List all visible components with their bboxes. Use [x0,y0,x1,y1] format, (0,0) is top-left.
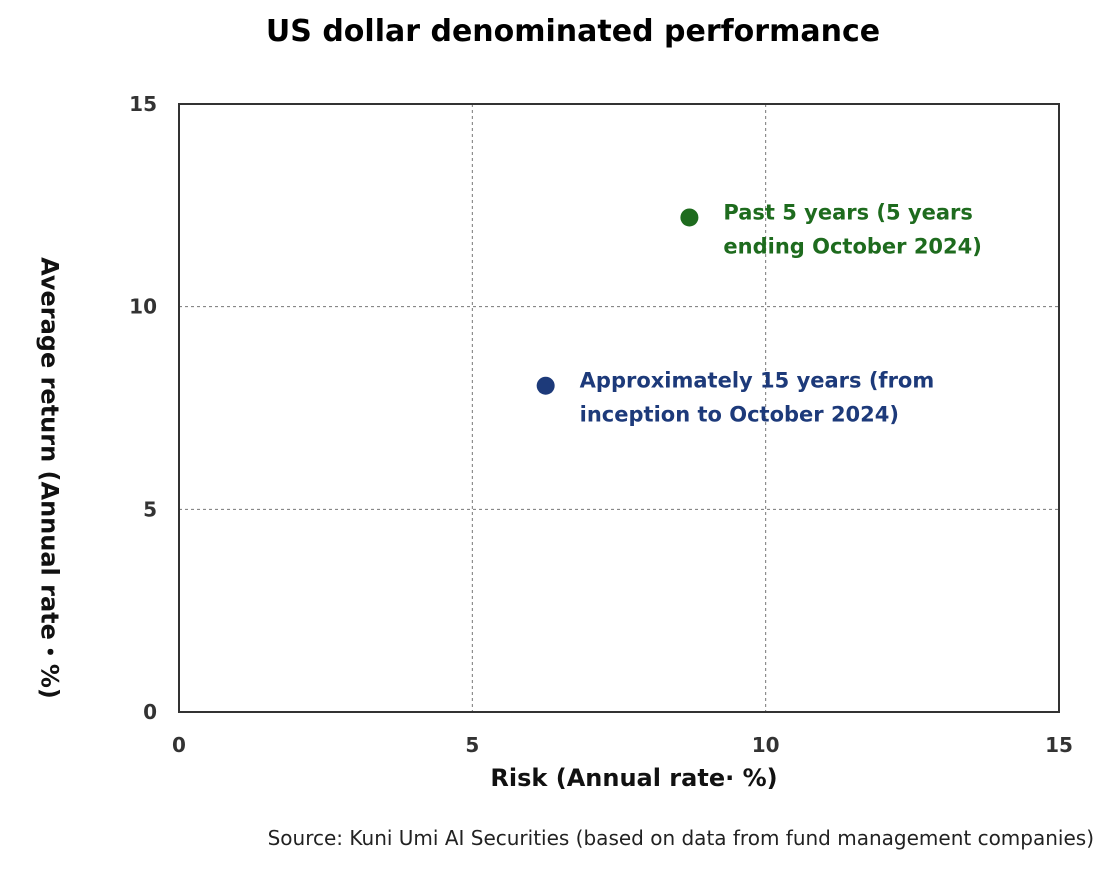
data-point-label: Approximately 15 years (from [580,369,935,393]
x-tick-label: 15 [1045,733,1073,757]
data-point-label: ending October 2024) [723,234,981,258]
data-point [680,208,699,227]
y-tick-label: 10 [129,295,157,319]
y-axis-label: Average return (Annual rate・%) [35,257,64,699]
y-tick-label: 0 [143,700,157,724]
data-points: Past 5 years (5 years ending October 2024… [536,200,982,427]
y-tick-label: 5 [143,497,157,521]
x-tick-label: 0 [172,733,186,757]
data-point-label: inception to October 2024) [580,403,899,427]
x-axis-label: Risk (Annual rate· %) [490,764,778,792]
data-point-label: Past 5 years (5 years [723,200,973,224]
y-tick-label: 15 [129,92,157,116]
x-tick-label: 5 [465,733,479,757]
data-point [536,376,555,395]
grid-lines [179,104,1059,712]
plot-frame [178,103,1060,713]
tick-labels: 0 5 10 15 0 5 10 15 [129,92,1073,757]
x-tick-label: 10 [752,733,780,757]
source-note: Source: Kuni Umi AI Securities (based on… [267,826,1094,850]
chart-title: US dollar denominated performance [265,14,881,49]
